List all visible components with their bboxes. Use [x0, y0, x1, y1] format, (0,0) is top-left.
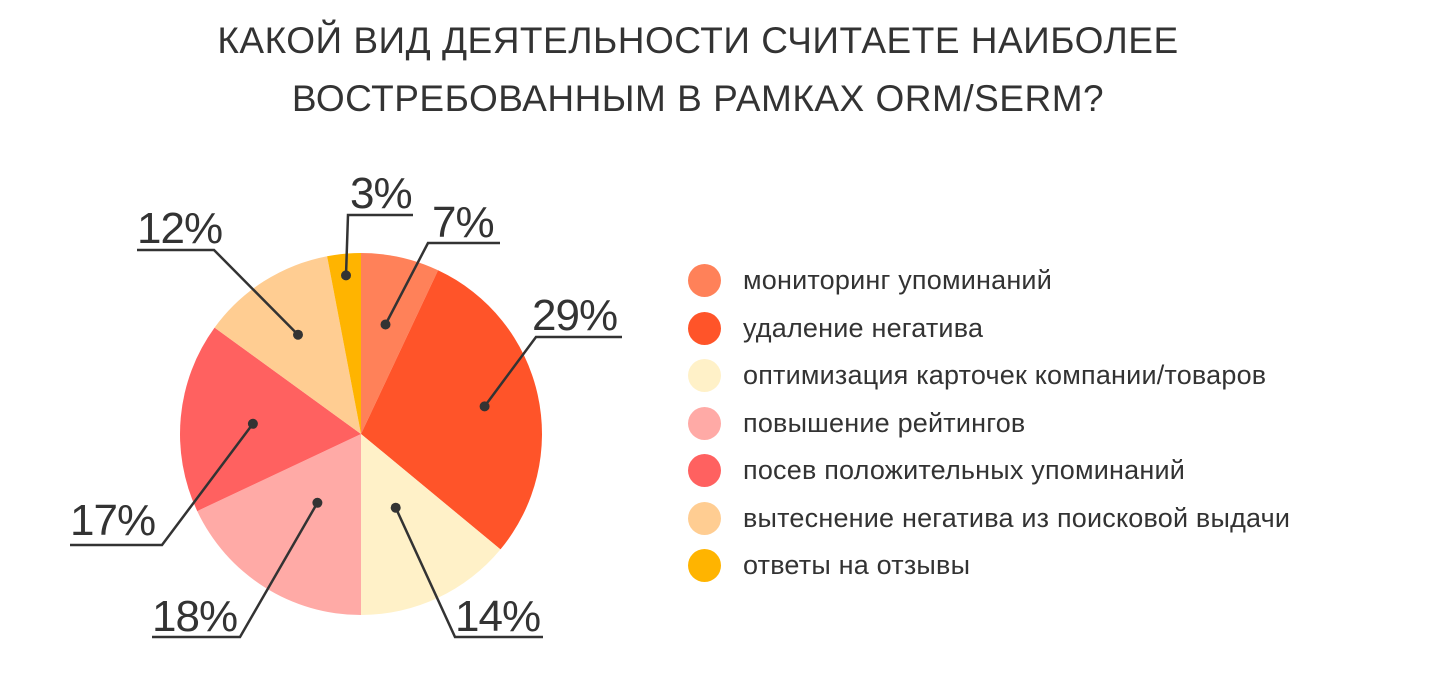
legend-item: мониторинг упоминаний: [688, 257, 1290, 305]
chart-title-line-1: КАКОЙ ВИД ДЕЯТЕЛЬНОСТИ СЧИТАЕТЕ НАИБОЛЕЕ: [217, 20, 1179, 61]
callout-line: [483, 335, 622, 408]
legend-label: ответы на отзывы: [743, 550, 971, 581]
legend-swatch: [688, 501, 721, 535]
chart-legend: мониторинг упоминаний удаление негатива оп…: [688, 257, 1290, 590]
callout-dot: [293, 329, 303, 340]
legend-item: вытеснение негатива из поисковой выдачи: [688, 495, 1290, 543]
legend-swatch: [688, 264, 721, 298]
slice-callout: 29%: [479, 291, 622, 412]
slice-callout: 7%: [380, 198, 500, 330]
pie-slices: [180, 253, 542, 615]
legend-label: удаление негатива: [743, 312, 984, 343]
slice-callout: 3%: [341, 169, 413, 281]
pie-slice: [327, 253, 361, 434]
slice-percent-label: 12%: [137, 204, 222, 253]
callout-line: [394, 507, 543, 639]
callout-dot: [247, 418, 258, 429]
slice-callout: 17%: [70, 418, 258, 547]
chart-title-line-2: ВОСТРЕБОВАННЫМ В РАМКАХ ORM/SERM?: [291, 78, 1105, 119]
legend-item: посев положительных упоминаний: [688, 447, 1290, 495]
legend-label: посев положительных упоминаний: [743, 455, 1186, 486]
slice-percent-label: 7%: [432, 198, 494, 247]
callout-line: [152, 502, 319, 639]
slice-percent-label: 29%: [532, 291, 617, 340]
chart-title: КАКОЙ ВИД ДЕЯТЕЛЬНОСТИ СЧИТАЕТЕ НАИБОЛЕЕ…: [0, 12, 1396, 128]
callout-line: [344, 213, 413, 276]
legend-swatch: [688, 549, 721, 583]
legend-label: повышение рейтингов: [743, 407, 1026, 438]
legend-item: повышение рейтингов: [688, 400, 1290, 448]
legend-item: ответы на отзывы: [688, 542, 1290, 590]
callout-dot: [341, 270, 351, 281]
slice-callout: 12%: [137, 204, 303, 340]
legend-label: оптимизация карточек компании/товаров: [743, 360, 1267, 391]
callout-line: [70, 423, 254, 547]
pie-slice: [361, 434, 501, 615]
pie-chart: 7% 29% 14% 18% 17% 12% 3%: [70, 169, 622, 641]
slice-percent-label: 18%: [152, 592, 237, 641]
legend-item: оптимизация карточек компании/товаров: [688, 352, 1290, 400]
callout-line: [137, 248, 299, 336]
slice-callout: 14%: [390, 502, 543, 641]
pie-slice: [197, 434, 361, 615]
legend-swatch: [688, 454, 721, 488]
slice-percent-label: 3%: [350, 169, 412, 218]
legend-item: удаление негатива: [688, 305, 1290, 353]
pie-slice: [214, 256, 361, 434]
pie-slice: [361, 270, 542, 550]
callout-dot: [312, 497, 323, 508]
slice-percent-label: 14%: [455, 592, 540, 641]
legend-swatch: [688, 311, 721, 345]
callout-dot: [380, 319, 391, 330]
pie-slice: [361, 253, 439, 434]
legend-label: мониторинг упоминаний: [743, 265, 1052, 296]
legend-label: вытеснение негатива из поисковой выдачи: [743, 502, 1291, 533]
slice-percent-label: 17%: [70, 496, 155, 545]
pie-slice: [180, 327, 361, 512]
slice-callout: 18%: [152, 497, 323, 641]
legend-swatch: [688, 406, 721, 440]
legend-swatch: [688, 359, 721, 393]
callout-line: [384, 241, 500, 326]
pie-callouts: 7% 29% 14% 18% 17% 12% 3%: [70, 169, 622, 641]
callout-dot: [479, 401, 490, 412]
callout-dot: [390, 502, 401, 513]
